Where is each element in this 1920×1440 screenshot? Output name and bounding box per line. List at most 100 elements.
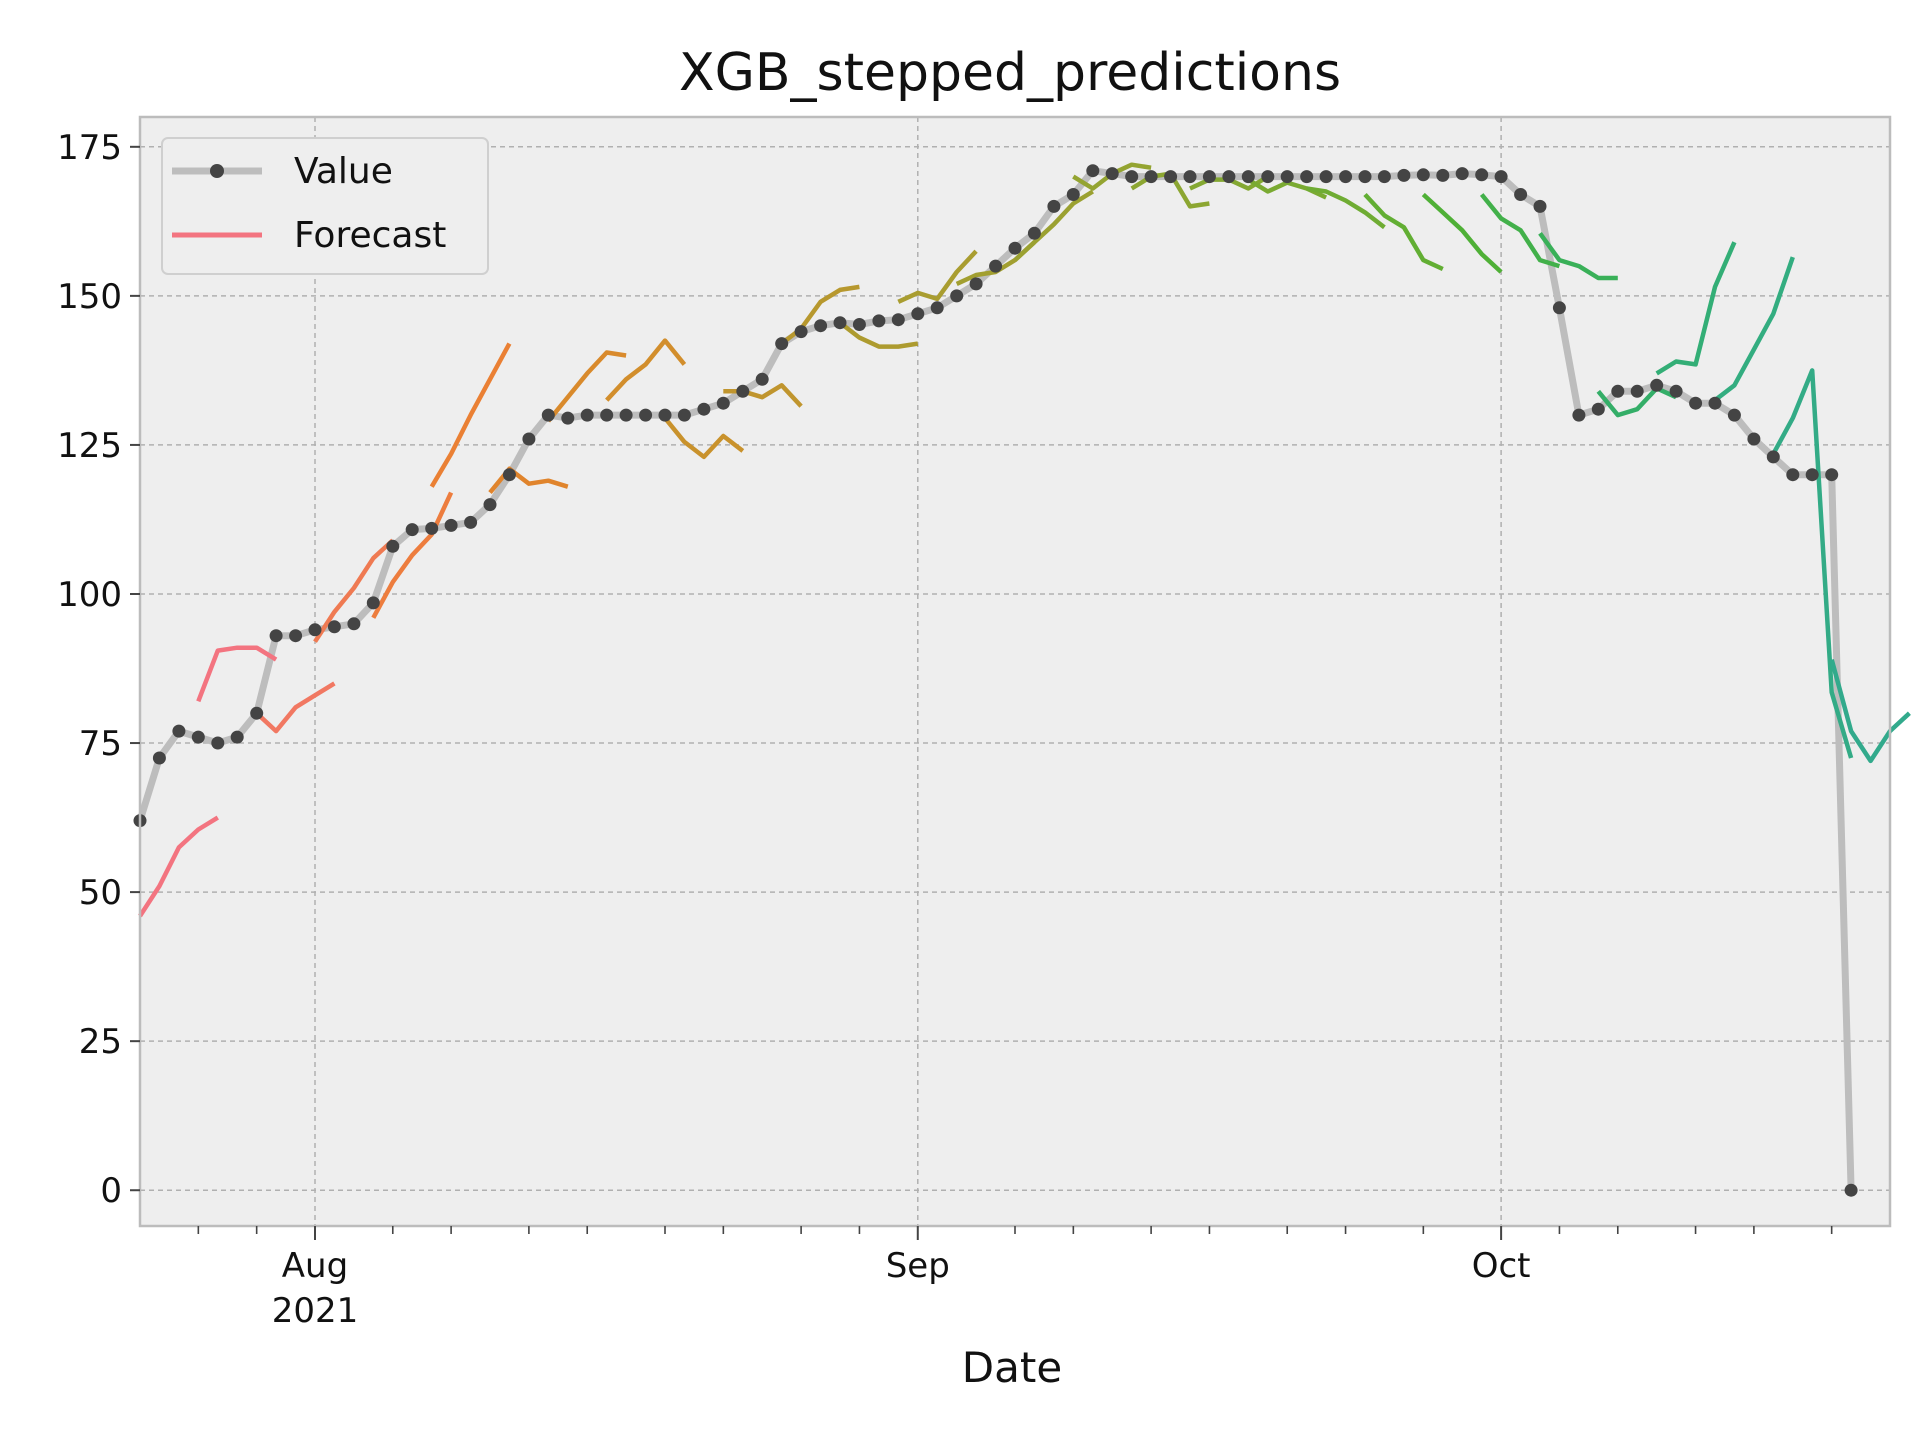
forecast-line [663, 416, 745, 460]
value-point [697, 402, 711, 416]
forecast-line [488, 466, 569, 495]
forecast-line [1013, 189, 1094, 262]
x-tick-label: Sep [886, 1246, 950, 1286]
value-point [1572, 408, 1586, 422]
value-point [852, 318, 866, 331]
x-tick-label: Aug [282, 1246, 348, 1286]
value-point [1339, 170, 1353, 184]
value-point [172, 724, 186, 738]
value-point [1183, 170, 1197, 184]
value-point [794, 325, 808, 339]
value-point [405, 523, 419, 537]
value-point [191, 730, 205, 744]
value-point [366, 596, 380, 610]
value-point [1066, 188, 1080, 201]
value-point [347, 617, 361, 631]
forecast-line [605, 338, 687, 402]
value-point [1514, 188, 1528, 201]
forecast-line [1479, 193, 1561, 269]
forecast-line [371, 491, 454, 619]
value-point [1650, 378, 1664, 392]
value-point [1825, 468, 1839, 482]
value-point [1319, 170, 1333, 184]
value-point [1241, 170, 1255, 184]
legend: Value Forecast [161, 137, 489, 275]
x-tick-label: Oct [1472, 1246, 1531, 1286]
value-point [308, 623, 322, 637]
value-point [1377, 170, 1391, 184]
x-axis-title: Date [962, 1343, 1062, 1392]
value-point [1747, 432, 1761, 446]
value-point [911, 307, 925, 321]
value-point [561, 411, 575, 425]
value-point [541, 408, 555, 422]
value-point [1358, 170, 1372, 184]
y-tick-label: 100 [57, 575, 122, 615]
value-point [522, 432, 536, 446]
value-point [1552, 301, 1566, 315]
value-point [950, 289, 964, 303]
forecast-line [1713, 256, 1795, 402]
value-point [386, 539, 400, 553]
value-point [736, 384, 750, 398]
value-point [1027, 226, 1041, 240]
plot-area [140, 117, 1890, 1226]
forecast-line [1421, 192, 1503, 274]
value-point [677, 408, 691, 422]
forecast-line [1829, 659, 1911, 764]
forecast-line [1655, 241, 1737, 376]
value-point [1708, 396, 1722, 410]
value-point [1261, 170, 1275, 184]
y-tick-label: 25 [79, 1022, 122, 1062]
value-point [1455, 167, 1469, 181]
value-point [502, 468, 516, 482]
value-point [211, 736, 225, 750]
legend-forecast-label: Forecast [294, 215, 446, 256]
forecast-line [1363, 192, 1444, 272]
value-point [775, 337, 789, 351]
value-point [1844, 1183, 1858, 1197]
value-point [1805, 468, 1819, 482]
y-axis: 0 25 50 75 100 125 150 175 [57, 128, 140, 1211]
forecast-line [838, 320, 919, 349]
value-point [891, 313, 905, 327]
value-point [1047, 199, 1061, 213]
value-point [930, 301, 944, 315]
value-point [1436, 168, 1450, 182]
value-point [989, 259, 1003, 273]
value-point [1397, 168, 1411, 182]
value-point [1222, 170, 1236, 184]
forecast-line [780, 284, 860, 346]
chart-title: XGB_stepped_predictions [679, 43, 1341, 103]
value-point [755, 372, 769, 386]
value-point [814, 319, 828, 333]
forecast-line [138, 815, 219, 918]
value-point [1689, 396, 1703, 410]
forecast-line [1771, 368, 1854, 759]
value-point [716, 396, 730, 410]
legend-value-label: Value [294, 151, 393, 192]
value-point [1164, 170, 1178, 184]
value-point [1300, 170, 1314, 184]
value-point [425, 521, 439, 535]
value-point [639, 408, 653, 422]
value-point [1416, 168, 1430, 182]
value-point [1766, 450, 1780, 464]
value-point [1727, 408, 1741, 422]
value-point [969, 277, 983, 291]
value-point [250, 706, 264, 720]
value-point [327, 620, 341, 634]
value-point [1105, 167, 1119, 181]
value-point [1202, 170, 1216, 184]
value-point [1630, 384, 1644, 398]
value-point [833, 316, 847, 330]
value-point [580, 408, 594, 422]
value-point [872, 314, 886, 328]
value-point [1086, 164, 1100, 178]
legend-value-marker [210, 164, 224, 178]
value-point [658, 408, 672, 422]
value-point [289, 629, 303, 643]
forecast-line [313, 538, 395, 643]
value-point [1591, 402, 1605, 416]
